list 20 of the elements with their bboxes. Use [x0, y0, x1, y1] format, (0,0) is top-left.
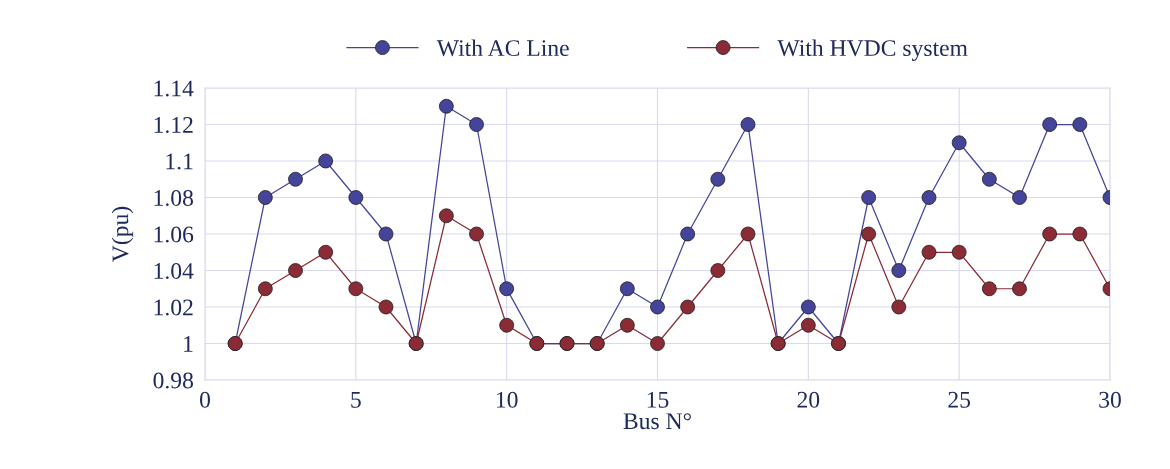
y-tick-label: 1.02	[154, 299, 193, 316]
x-tick-label: 15	[647, 391, 669, 408]
x-tick-label: 10	[496, 391, 518, 408]
y-tick-label: 1.04	[154, 262, 194, 280]
y-tick-label: 1.1	[166, 153, 193, 170]
x-tick-label: 5	[351, 392, 361, 408]
y-tick-label: 0.98	[153, 372, 193, 389]
y-tick-label: 1.14	[154, 80, 194, 97]
legend-label: With HVDC system	[777, 39, 968, 61]
x-tick-label: 20	[797, 391, 820, 408]
y-tick-label: 1.12	[154, 117, 193, 134]
x-tick-label: 0	[200, 391, 210, 408]
x-axis-title: Bus N°	[623, 413, 691, 430]
y-tick-label: 1	[184, 336, 193, 352]
x-tick-label: 25	[948, 391, 971, 408]
legend-label: With AC Line	[436, 39, 569, 57]
y-axis-title: V(pu)	[111, 206, 134, 262]
y-tick-label: 1.06	[154, 226, 194, 243]
y-tick-label: 1.08	[154, 189, 193, 207]
x-tick-label: 30	[1099, 391, 1121, 408]
